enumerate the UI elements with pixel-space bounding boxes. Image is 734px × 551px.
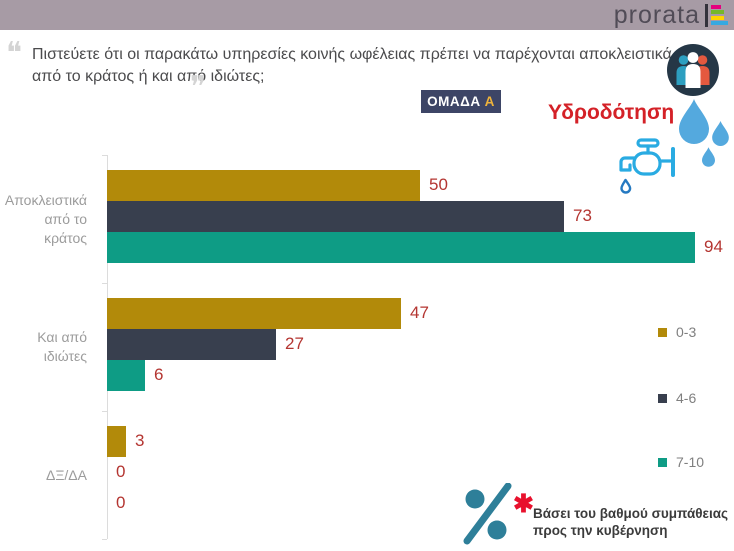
group-badge: ΟΜΑΔΑ Α bbox=[421, 90, 501, 113]
question-text: Πιστεύετε ότι οι παρακάτω υπηρεσίες κοιν… bbox=[32, 46, 672, 85]
axis-tick bbox=[102, 155, 107, 156]
footnote-asterisk-icon: ✱ bbox=[513, 490, 534, 518]
faucet-icon bbox=[616, 136, 684, 203]
legend-item: 4-6 bbox=[658, 387, 696, 409]
bar-value-label: 73 bbox=[573, 206, 592, 225]
prorata-logo-text: prorata bbox=[613, 0, 700, 29]
water-drop-large-icon bbox=[679, 99, 709, 149]
legend-label: 4-6 bbox=[676, 390, 697, 406]
percent-icon bbox=[452, 482, 514, 550]
axis-tick bbox=[102, 411, 107, 412]
bar-value-label: 6 bbox=[154, 365, 164, 384]
top-band: prorata bbox=[0, 0, 734, 30]
open-quote-icon: ❝ bbox=[6, 37, 23, 70]
category-label: ΔΞ/ΔΑ bbox=[45, 466, 87, 483]
category-label: Αποκλειστικά από το κράτος bbox=[4, 191, 87, 246]
bar bbox=[107, 170, 420, 201]
bar bbox=[107, 360, 145, 391]
bar-value-label: 3 bbox=[135, 431, 145, 450]
legend-swatch-icon bbox=[658, 393, 667, 403]
water-drop-medium-icon bbox=[712, 121, 729, 151]
prorata-logo: prorata bbox=[613, 0, 728, 29]
prorata-logo-mark-icon bbox=[705, 3, 728, 27]
legend-swatch-icon bbox=[658, 457, 667, 467]
axis-tick bbox=[102, 539, 107, 540]
footnote-text: Βάσει του βαθμού συμπάθειας προς την κυβ… bbox=[533, 506, 733, 539]
bar-value-label: 94 bbox=[704, 237, 723, 256]
bar bbox=[107, 426, 126, 457]
bar bbox=[107, 201, 564, 232]
legend-swatch-icon bbox=[658, 327, 667, 337]
footnote-line-1: Βάσει του βαθμού συμπάθειας bbox=[533, 506, 729, 521]
group-badge-letter: Α bbox=[484, 94, 495, 109]
bar-value-label: 0 bbox=[116, 493, 126, 512]
legend-label: 0-3 bbox=[676, 324, 697, 340]
bar-value-label: 27 bbox=[285, 334, 304, 353]
close-quote-icon: ❞ bbox=[190, 71, 207, 104]
people-group-icon bbox=[667, 44, 719, 101]
bar bbox=[107, 298, 401, 329]
bar-value-label: 0 bbox=[116, 462, 126, 481]
bar-value-label: 47 bbox=[410, 303, 429, 322]
category-label: Και από ιδιώτες bbox=[37, 329, 87, 364]
group-badge-label: ΟΜΑΔΑ bbox=[427, 94, 481, 109]
legend-label: 7-10 bbox=[676, 454, 705, 470]
bar bbox=[107, 232, 695, 263]
footnote-line-2: προς την κυβέρνηση bbox=[533, 522, 668, 538]
legend-item: 0-3 bbox=[658, 321, 696, 343]
axis-tick bbox=[102, 283, 107, 284]
bar bbox=[107, 329, 276, 360]
water-drop-small-icon bbox=[702, 147, 715, 172]
legend-item: 7-10 bbox=[658, 451, 704, 473]
bar-value-label: 50 bbox=[429, 175, 448, 194]
topic-title: Υδροδότηση bbox=[548, 101, 675, 124]
